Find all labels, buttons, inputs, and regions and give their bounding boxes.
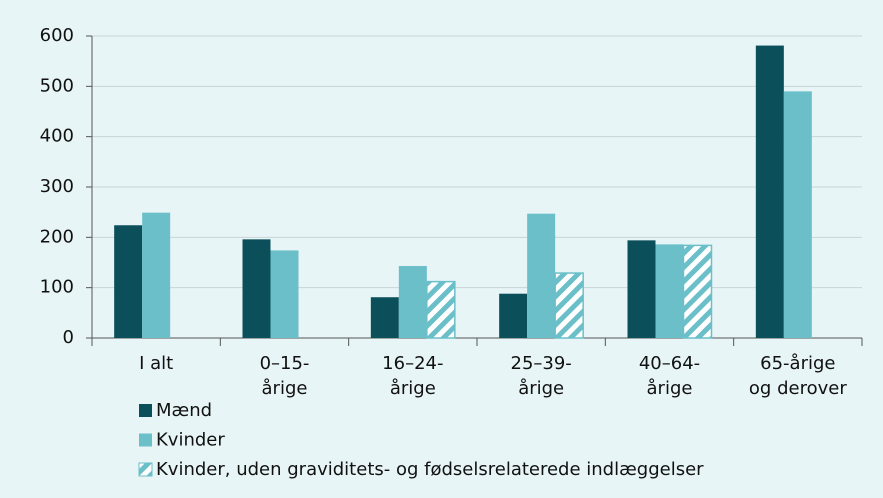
bar: [655, 244, 684, 338]
bar: [627, 240, 656, 338]
bar: [270, 250, 299, 338]
y-tick-label: 500: [40, 75, 74, 96]
bar: [242, 239, 271, 338]
x-tick-label: årige: [647, 378, 693, 399]
x-tick-label: årige: [518, 378, 564, 399]
bar: [114, 225, 143, 338]
legend-label: Kvinder: [156, 430, 225, 451]
y-tick-label: 300: [40, 176, 74, 197]
legend-label: Mænd: [156, 400, 212, 421]
legend-swatch: [139, 433, 152, 447]
x-tick-label: årige: [390, 378, 436, 399]
bar: [370, 297, 399, 338]
x-tick-label: I alt: [139, 353, 173, 374]
legend-label: Kvinder, uden graviditets- og fødselsrel…: [156, 459, 704, 480]
x-tick-label: 65-årige: [760, 353, 835, 374]
bar: [554, 272, 584, 339]
y-tick-label: 100: [40, 277, 74, 298]
bar: [499, 293, 528, 338]
bar: [398, 266, 427, 338]
y-tick-label: 0: [63, 327, 74, 348]
bar: [426, 280, 456, 339]
bar: [783, 91, 812, 338]
x-tick-label: 16–24-: [382, 353, 443, 374]
y-tick-label: 400: [40, 126, 74, 147]
legend-swatch: [138, 462, 153, 477]
bar: [682, 244, 713, 339]
legend-swatch: [139, 404, 152, 417]
x-tick-label: 25–39-: [511, 353, 572, 374]
y-tick-label: 600: [40, 25, 74, 46]
bar: [527, 213, 556, 338]
x-tick-label: 0–15-: [260, 353, 310, 374]
x-tick-label: 40–64-: [639, 353, 700, 374]
x-tick-label: årige: [262, 378, 308, 399]
bar: [142, 212, 171, 338]
y-tick-label: 200: [40, 226, 74, 247]
bar: [755, 45, 784, 339]
x-tick-label: og derover: [749, 378, 847, 399]
